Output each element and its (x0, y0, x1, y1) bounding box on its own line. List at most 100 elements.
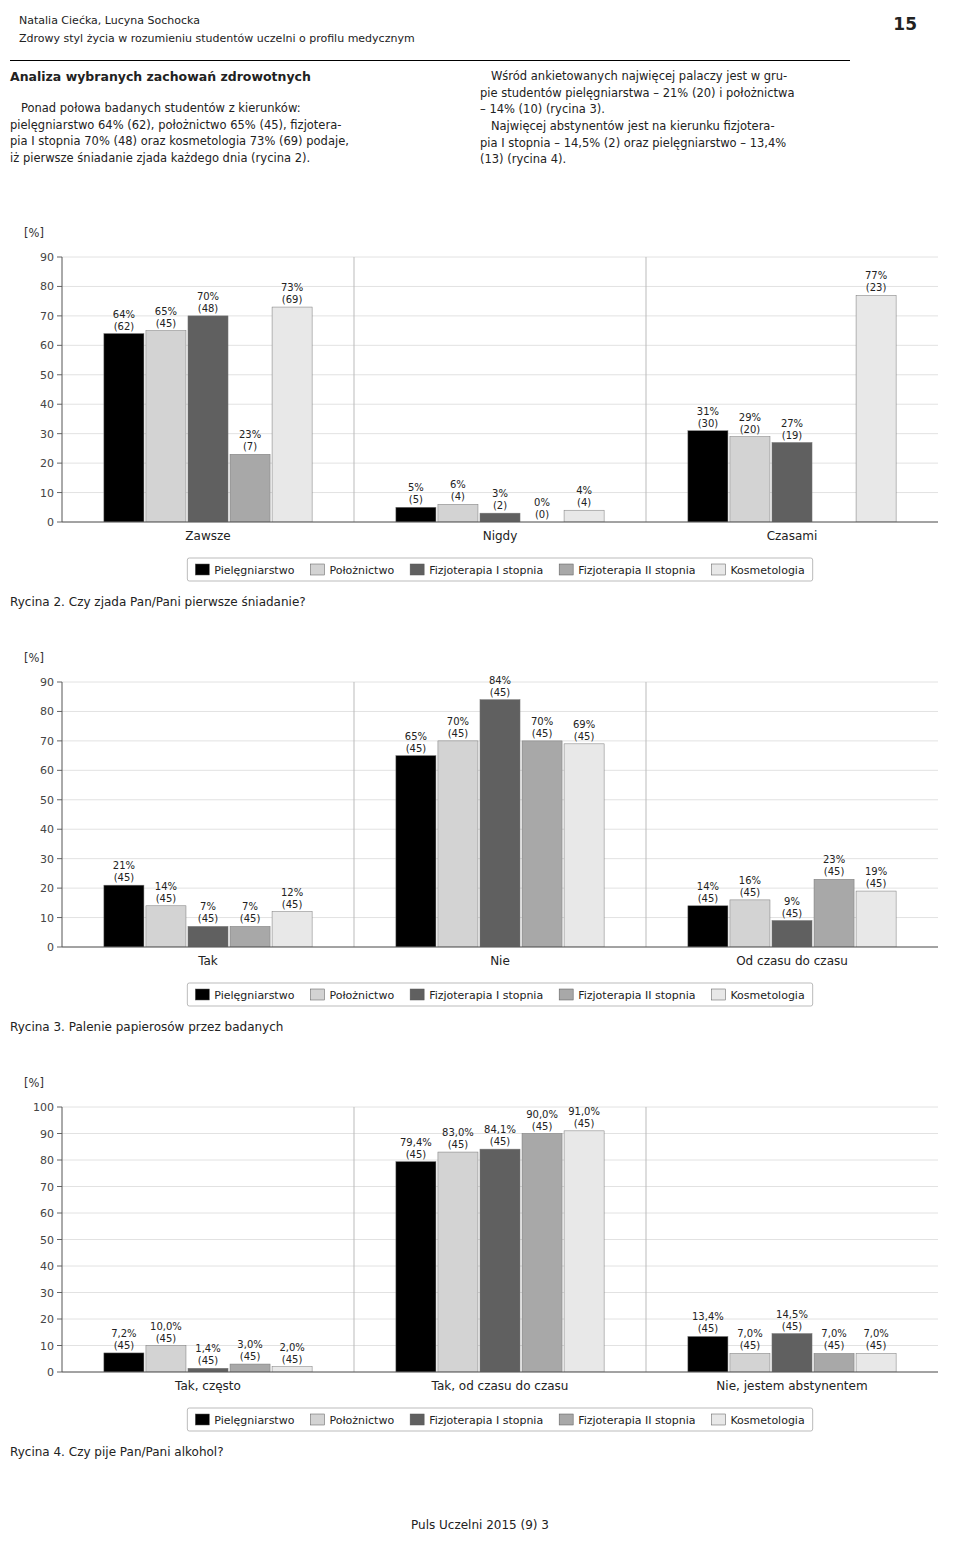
data-label-line: (45) (532, 728, 553, 739)
legend: PielęgniarstwoPołożnictwoFizjoterapia I … (187, 1408, 812, 1431)
data-label-line: 29% (739, 412, 761, 423)
header-title: Zdrowy styl życia w rozumieniu studentów… (19, 32, 415, 45)
bar (688, 431, 728, 522)
y-tick-label: 20 (40, 1313, 54, 1326)
legend-swatch (410, 1414, 424, 1425)
data-label: 7%(45) (240, 901, 261, 924)
x-axis (62, 947, 938, 948)
group-divider (646, 257, 647, 522)
legend-label: Położnictwo (329, 989, 394, 1002)
bar (230, 454, 270, 522)
bar (772, 443, 812, 523)
data-label-line: (45) (240, 913, 261, 924)
data-label: 31%(30) (697, 406, 719, 429)
bar (146, 331, 186, 522)
legend-swatch (310, 564, 324, 575)
y-tick (57, 522, 62, 523)
data-label-line: (45) (448, 728, 469, 739)
data-label-line: (45) (824, 1340, 845, 1351)
y-tick-label: 70 (40, 735, 54, 748)
y-tick-label: 40 (40, 398, 54, 411)
bar (104, 885, 144, 947)
bar (438, 741, 478, 947)
x-tick-label: Tak, od czasu do czasu (431, 1379, 569, 1393)
bar (688, 906, 728, 947)
data-labels: 7,2%(45)79,4%(45)13,4%(45)10,0%(45)83,0%… (111, 1106, 889, 1366)
data-label: 64%(62) (113, 309, 135, 332)
bar (480, 700, 520, 947)
data-label: 70%(45) (447, 716, 469, 739)
y-tick (57, 829, 62, 830)
group-divider (354, 682, 355, 947)
y-tick (57, 1239, 62, 1240)
legend-swatch (559, 564, 573, 575)
y-tick (57, 917, 62, 918)
y-tick (57, 799, 62, 800)
legend-swatch (410, 564, 424, 575)
header-authors: Natalia Ciećka, Lucyna Sochocka (19, 14, 200, 27)
data-label-line: (45) (114, 872, 135, 883)
data-label: 27%(19) (781, 418, 803, 441)
legend-swatch (711, 564, 725, 575)
data-label-line: 12% (281, 887, 303, 898)
footer: Puls Uczelni 2015 (9) 3 (0, 1518, 960, 1532)
data-label-line: 7,0% (737, 1328, 762, 1339)
data-label: 14,5%(45) (776, 1309, 808, 1332)
data-label-line: 9% (784, 896, 800, 907)
legend-swatch (195, 989, 209, 1000)
bar (480, 1149, 520, 1372)
data-label: 4%(4) (576, 485, 592, 508)
chart-caption: Rycina 2. Czy zjada Pan/Pani pierwsze śn… (10, 595, 306, 609)
bar (188, 1368, 228, 1372)
bar (856, 891, 896, 947)
data-label: 70%(45) (531, 716, 553, 739)
x-tick-label: Zawsze (185, 529, 230, 543)
data-label-line: (45) (240, 1351, 261, 1362)
data-label-line: 3% (492, 488, 508, 499)
data-label-line: (45) (114, 1340, 135, 1351)
y-tick-label: 20 (40, 457, 54, 470)
bar (772, 921, 812, 948)
legend-label: Kosmetologia (730, 1414, 804, 1427)
data-label-line: 90,0% (526, 1109, 558, 1120)
data-label-line: (7) (243, 441, 257, 452)
bar (396, 1162, 436, 1372)
data-label-line: 23% (239, 429, 261, 440)
data-label-line: (48) (198, 303, 219, 314)
data-label: 73%(69) (281, 282, 303, 305)
data-label-line: (4) (577, 497, 591, 508)
bar (146, 906, 186, 947)
data-label-line: (45) (824, 866, 845, 877)
data-labels: 64%(62)5%(5)31%(30)65%(45)6%(4)29%(20)70… (113, 270, 887, 520)
data-label-line: (45) (448, 1139, 469, 1150)
data-label-line: (45) (282, 899, 303, 910)
bars (104, 700, 896, 947)
bar (856, 1353, 896, 1372)
y-axis (62, 682, 63, 947)
y-tick (57, 1266, 62, 1267)
bar (564, 744, 604, 947)
data-label-line: 14% (697, 881, 719, 892)
data-label-line: 83,0% (442, 1127, 474, 1138)
data-label: 19%(45) (865, 866, 887, 889)
data-label-line: 91,0% (568, 1106, 600, 1117)
data-label-line: (45) (740, 1340, 761, 1351)
legend-label: Pielęgniarstwo (214, 1414, 294, 1427)
data-label: 90,0%(45) (526, 1109, 558, 1132)
data-label: 14%(45) (155, 881, 177, 904)
y-tick-label: 50 (40, 369, 54, 382)
y-tick (57, 1319, 62, 1320)
grid-line (62, 947, 938, 948)
data-label-line: (20) (740, 424, 761, 435)
y-tick (57, 1213, 62, 1214)
data-label-line: 64% (113, 309, 135, 320)
bar (104, 334, 144, 522)
data-label: 9%(45) (782, 896, 803, 919)
bar (564, 1131, 604, 1372)
bar (814, 1353, 854, 1372)
bar-chart: 0102030405060708090100[%]7,2%(45)79,4%(4… (0, 1062, 960, 1487)
y-tick (57, 770, 62, 771)
grid-line (62, 286, 938, 287)
y-axis (62, 1107, 63, 1372)
data-label: 3,0%(45) (237, 1339, 262, 1362)
